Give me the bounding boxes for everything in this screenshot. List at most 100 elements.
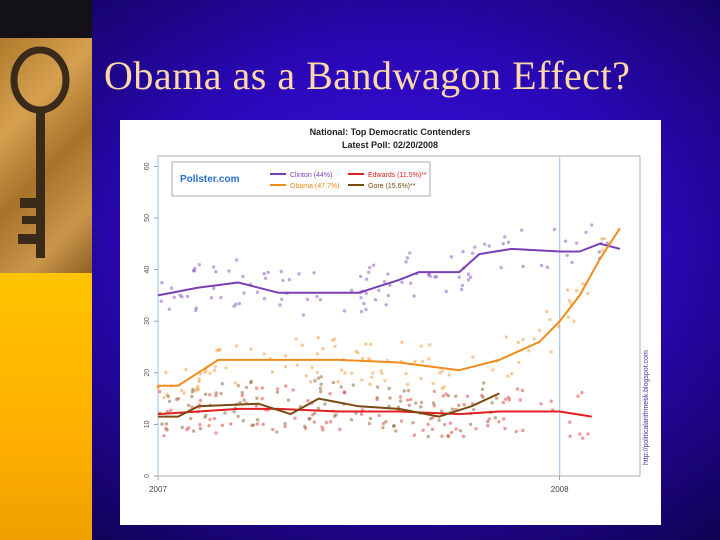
poll-point <box>185 294 190 299</box>
key-icon <box>10 46 70 258</box>
poll-point <box>212 368 217 373</box>
poll-point <box>295 363 299 367</box>
poll-point <box>539 263 544 268</box>
poll-point <box>242 398 246 402</box>
y-tick-label: 50 <box>144 214 151 222</box>
poll-point <box>294 337 298 341</box>
poll-point <box>586 432 590 436</box>
poll-point <box>519 228 524 232</box>
poll-point <box>197 377 201 381</box>
poll-point <box>192 269 196 273</box>
poll-point <box>204 392 208 397</box>
poll-point <box>275 390 280 394</box>
poll-point <box>411 420 415 425</box>
y-tick-label: 40 <box>144 266 151 274</box>
poll-point <box>490 401 494 405</box>
poll-point <box>208 393 212 397</box>
poll-point <box>351 383 356 387</box>
poll-point <box>426 422 430 427</box>
poll-point <box>515 387 520 391</box>
poll-point <box>446 393 451 398</box>
poll-point <box>584 230 588 234</box>
poll-point <box>197 262 202 267</box>
poll-point <box>420 359 425 363</box>
series-points <box>156 236 606 400</box>
poll-point <box>254 386 259 390</box>
y-tick-label: 10 <box>144 420 151 428</box>
poll-point <box>167 399 172 403</box>
poll-point <box>364 291 368 295</box>
poll-point <box>212 286 216 290</box>
poll-chart: National: Top Democratic Contenders Late… <box>144 127 650 494</box>
poll-point <box>318 298 323 302</box>
poll-point <box>461 249 465 254</box>
poll-point <box>517 360 521 365</box>
poll-point <box>386 272 390 276</box>
poll-point <box>572 319 576 324</box>
poll-point <box>428 343 432 347</box>
trend-line <box>158 392 500 418</box>
poll-point <box>388 396 392 400</box>
poll-point <box>382 279 387 284</box>
y-tick-label: 30 <box>144 317 151 325</box>
poll-point <box>164 370 168 375</box>
poll-point <box>605 241 610 245</box>
poll-point <box>255 418 260 422</box>
poll-point <box>568 420 572 424</box>
poll-point <box>214 270 218 274</box>
poll-point <box>446 433 450 438</box>
poll-point <box>280 297 284 302</box>
poll-point <box>332 337 337 341</box>
poll-point <box>190 390 195 394</box>
poll-point <box>309 380 313 384</box>
poll-point <box>600 237 604 241</box>
poll-point <box>234 344 239 348</box>
poll-point <box>468 275 473 279</box>
poll-point <box>501 242 505 246</box>
poll-point <box>486 424 490 428</box>
poll-point <box>336 379 340 384</box>
poll-point <box>283 365 288 369</box>
poll-point <box>238 400 242 405</box>
poll-point <box>576 394 580 398</box>
poll-point <box>250 423 254 428</box>
poll-point <box>249 380 253 385</box>
poll-point <box>537 328 542 333</box>
poll-point <box>172 295 176 300</box>
poll-point <box>504 335 508 339</box>
poll-point <box>318 386 323 391</box>
poll-point <box>506 374 510 378</box>
poll-point <box>320 425 324 429</box>
poll-point <box>381 421 386 426</box>
poll-point <box>186 426 191 430</box>
poll-point <box>223 411 227 415</box>
poll-point <box>377 413 381 418</box>
poll-point <box>590 223 594 227</box>
poll-point <box>220 382 225 386</box>
chart-panel: National: Top Democratic Contenders Late… <box>120 120 661 525</box>
poll-point <box>191 429 196 433</box>
poll-point <box>419 405 423 409</box>
poll-point <box>164 426 168 430</box>
poll-point <box>556 324 561 328</box>
poll-point <box>169 286 174 290</box>
poll-point <box>270 370 275 374</box>
poll-point <box>402 389 406 393</box>
poll-point <box>342 309 347 313</box>
poll-point <box>563 239 568 243</box>
poll-point <box>381 425 385 430</box>
poll-point <box>362 301 366 306</box>
poll-point <box>444 289 448 294</box>
poll-point <box>263 276 268 281</box>
poll-point <box>433 275 437 279</box>
poll-point <box>458 429 463 433</box>
poll-point <box>328 420 333 424</box>
poll-point <box>449 430 454 435</box>
poll-point <box>194 389 198 393</box>
poll-point <box>432 389 437 393</box>
poll-point <box>194 308 198 313</box>
poll-point <box>581 282 585 286</box>
poll-point <box>437 418 441 422</box>
poll-point <box>244 385 249 390</box>
poll-point <box>271 427 275 432</box>
